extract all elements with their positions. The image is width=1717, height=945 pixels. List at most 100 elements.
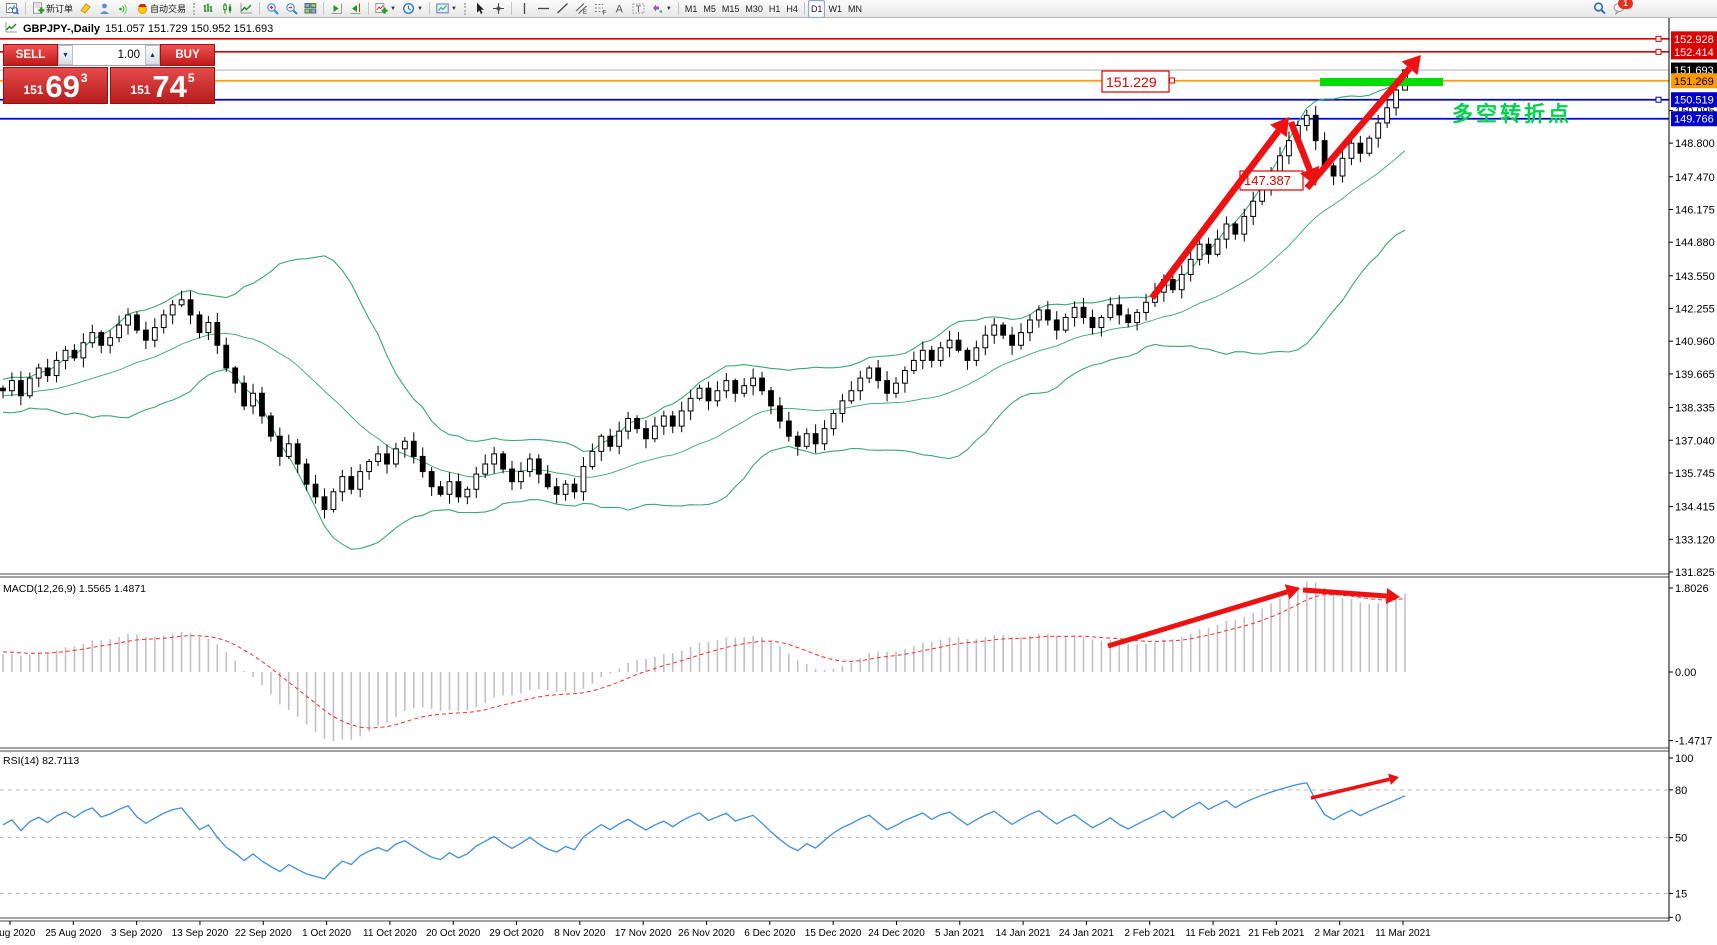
signals-button[interactable] [114,0,133,18]
svg-text:146.175: 146.175 [1675,204,1715,216]
auto-scroll-button[interactable] [327,0,346,18]
crosshair-button[interactable] [489,0,508,18]
buy-price-tile[interactable]: 151 74 5 [110,67,215,104]
trend-arrow [1107,589,1288,649]
trendline-button[interactable] [553,0,572,18]
candlestick-series[interactable] [0,69,1408,519]
search-icon[interactable] [1593,2,1606,15]
periods-button[interactable]: ▼ [399,0,426,18]
indicators-icon [375,2,388,15]
periods-icon [402,2,415,15]
dropdown-caret-icon: ▼ [665,5,672,12]
indicators-button[interactable]: ▼ [372,0,399,18]
mql5-community-button[interactable] [95,0,114,18]
cursor-icon [473,2,486,15]
svg-text:6 Aug 2020: 6 Aug 2020 [0,928,36,939]
timeframe-mn-button[interactable]: MN [847,3,862,14]
sell-price-tile[interactable]: 151 69 3 [3,67,108,104]
zoom-out-button[interactable] [282,0,301,18]
chart-shift-button[interactable] [346,0,365,18]
svg-text:100: 100 [1675,753,1693,765]
autotrading-button[interactable]: 自动交易 [133,0,189,18]
fibonacci-button[interactable]: F [591,0,610,18]
horizontal-level-lines[interactable] [0,35,1669,120]
signals-icon [117,2,130,15]
timeframe-m5-button[interactable]: M5 [703,3,716,14]
sell-price-pip: 3 [80,71,88,85]
svg-text:148.800: 148.800 [1675,138,1715,150]
crosshair-icon [492,2,505,15]
svg-text:22 Sep 2020: 22 Sep 2020 [235,928,292,939]
svg-text:14 Jan 2021: 14 Jan 2021 [996,928,1051,939]
trend-arrow [1310,777,1390,800]
svg-text:11 Mar 2021: 11 Mar 2021 [1375,928,1431,939]
styles-button[interactable] [76,0,95,18]
new-order-button-label: 新订单 [46,3,74,14]
text-icon: A [613,2,626,16]
shapes-icon [651,2,664,15]
chart-title-bar: GBPJPY-,Daily 151.057 151.729 150.952 15… [5,21,273,37]
price-axis[interactable]: 150.095148.800147.470146.175144.880143.5… [1668,18,1717,921]
svg-text:25 Aug 2020: 25 Aug 2020 [45,928,102,939]
timeframe-d1-button[interactable]: D1 [807,0,826,18]
chart-ohlc-readout: 151.057 151.729 150.952 151.693 [105,23,274,35]
svg-text:11 Oct 2020: 11 Oct 2020 [363,928,417,939]
templates-button[interactable]: ▼ [433,0,460,18]
timeframe-w1-button[interactable]: W1 [828,3,842,14]
macd-panel[interactable]: MACD(12,26,9) 1.5565 1.4871 1.8026 0.00 -1.… [2,581,1712,748]
equidistant-channel-button[interactable]: E [572,0,591,18]
volume-increase-button[interactable]: ▲ [145,45,160,65]
volume-decrease-button[interactable]: ▼ [58,45,73,65]
time-axis[interactable]: 6 Aug 2020 25 Aug 2020 3 Sep 2020 13 Sep 20… [0,921,1431,939]
svg-text:138.335: 138.335 [1675,403,1715,415]
annotation-layer[interactable]: 151.229 147.387 多空转折点 [1101,55,1572,800]
sell-price-handle: 151 [23,83,44,97]
timeframe-m1-button[interactable]: M1 [684,3,698,14]
svg-text:152.414: 152.414 [1674,47,1714,59]
tile-windows-button[interactable] [301,0,320,18]
svg-text:147.470: 147.470 [1675,172,1715,184]
panel-separators[interactable] [0,573,1669,922]
timeframe-m15-button[interactable]: M15 [721,3,740,14]
trend-arrow [1302,587,1387,599]
buy-button[interactable]: BUY [160,44,215,66]
svg-text:140.960: 140.960 [1675,336,1715,348]
rsi-panel[interactable]: RSI(14) 82.7113 100 80 50 15 0 [0,753,1693,924]
toolbar-grip[interactable] [463,2,466,15]
horizontal-line-button[interactable] [534,0,553,18]
svg-text:143.550: 143.550 [1675,271,1715,283]
vertical-line-button[interactable] [515,0,534,18]
svg-text:80: 80 [1675,785,1687,797]
new-chart-button[interactable] [3,0,22,18]
shapes-button[interactable]: ▼ [648,0,675,18]
timeframe-h1-button[interactable]: H1 [768,3,781,14]
channel-icon: E [575,2,588,15]
candle-chart-button[interactable] [218,0,237,18]
cursor-button[interactable] [470,0,489,18]
svg-text:133.120: 133.120 [1675,534,1715,546]
timeframe-m30-button[interactable]: M30 [745,3,763,14]
line-chart-button[interactable] [237,0,256,18]
svg-text:13 Sep 2020: 13 Sep 2020 [172,928,229,939]
toolbar-grip[interactable] [193,2,196,15]
new-order-button[interactable]: 新订单 [29,0,76,18]
cn-turning-point-note: 多空转折点 [1452,102,1572,126]
volume-input[interactable]: 1.00 [73,45,145,65]
volume-control: ▼ 1.00 ▲ [58,44,160,66]
main-toolbar: 新订单 自动交易 ▼ ▼ ▼ E F A T ▼ M1 M5 M15 M30 H1 H4 D1 W1 MN 1 [0,0,1717,18]
sell-button[interactable]: SELL [3,44,58,66]
text-button[interactable]: A [610,0,629,18]
dropdown-caret-icon: ▼ [390,5,396,12]
zoom-in-button[interactable] [263,0,282,18]
buy-price-handle: 151 [130,83,151,97]
timeframe-h4-button[interactable]: H4 [786,3,798,14]
bar-chart-button[interactable] [199,0,218,18]
notifications-chat-icon[interactable]: 1 [1613,0,1633,15]
svg-text:15 Dec 2020: 15 Dec 2020 [805,928,862,939]
label-button[interactable]: T [629,0,648,18]
svg-text:135.745: 135.745 [1675,468,1715,480]
shift-icon [349,2,362,15]
svg-text:142.255: 142.255 [1675,304,1715,316]
